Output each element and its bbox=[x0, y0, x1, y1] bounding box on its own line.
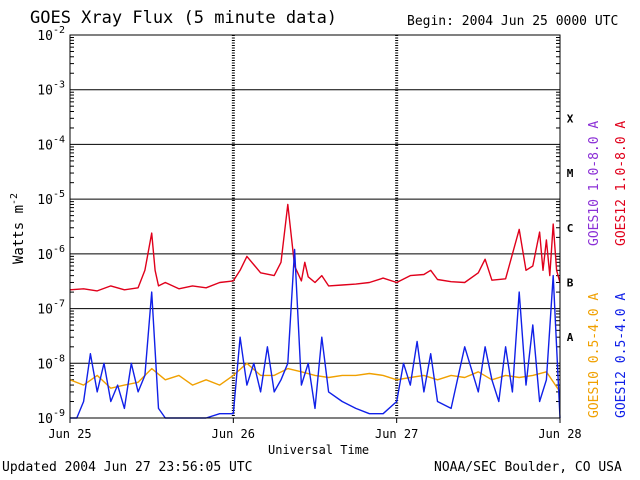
x-tick-label-2: Jun 27 bbox=[375, 427, 418, 441]
y-axis-label: Watts m-2 bbox=[9, 193, 27, 264]
updated-time: Updated 2004 Jun 27 23:56:05 UTC bbox=[2, 460, 253, 475]
y-tick-base: 10 bbox=[37, 138, 53, 153]
y-tick-label-5: 10-7 bbox=[37, 299, 65, 318]
series-line-2 bbox=[69, 362, 561, 393]
y-tick-base: 10 bbox=[37, 412, 53, 427]
y-axis-label-container: Watts m-2 bbox=[6, 180, 30, 270]
axis-ticks bbox=[69, 37, 561, 423]
y-tick-base: 10 bbox=[37, 29, 53, 44]
flare-class-b: B bbox=[567, 276, 574, 289]
y-tick-exponent: -6 bbox=[53, 244, 65, 255]
y-tick-label-3: 10-5 bbox=[37, 189, 65, 208]
y-tick-exponent: -7 bbox=[53, 299, 65, 310]
legend-entry-0: GOES10 1.0-8.0 A bbox=[587, 121, 602, 246]
y-axis-label-sup: -2 bbox=[9, 193, 20, 205]
series-line-1 bbox=[69, 203, 561, 292]
y-tick-base: 10 bbox=[37, 357, 53, 372]
flare-class-m: M bbox=[567, 167, 574, 180]
y-tick-exponent: -4 bbox=[53, 134, 65, 145]
begin-time: Begin: 2004 Jun 25 0000 UTC bbox=[407, 14, 619, 29]
legend: GOES10 1.0-8.0 A GOES12 1.0-8.0 A GOES10 0… bbox=[587, 121, 629, 418]
y-tick-exponent: -5 bbox=[53, 189, 65, 200]
y-tick-label-1: 10-3 bbox=[37, 80, 65, 99]
y-tick-label-2: 10-4 bbox=[37, 134, 65, 153]
flare-class-c: C bbox=[567, 222, 574, 235]
credit-line: NOAA/SEC Boulder, CO USA bbox=[434, 460, 622, 475]
y-axis-label-svg: Watts m-2 bbox=[9, 193, 27, 264]
flare-class-x: X bbox=[567, 112, 574, 125]
chart-title: GOES Xray Flux (5 minute data) bbox=[30, 8, 338, 28]
y-tick-base: 10 bbox=[37, 84, 53, 99]
y-tick-label-4: 10-6 bbox=[37, 244, 65, 263]
x-axis-label: Universal Time bbox=[268, 443, 370, 457]
x-tick-label-0: Jun 25 bbox=[48, 427, 91, 441]
y-tick-exponent: -8 bbox=[53, 353, 65, 364]
y-tick-exponent: -3 bbox=[53, 80, 65, 91]
legend-entry-1: GOES12 1.0-8.0 A bbox=[614, 121, 629, 246]
y-tick-exponent: -2 bbox=[53, 25, 65, 36]
plot-frame bbox=[69, 34, 561, 419]
series-lines bbox=[69, 203, 561, 419]
y-tick-label-7: 10-9 bbox=[37, 408, 65, 427]
series-line-3 bbox=[70, 248, 561, 419]
legend-entry-3: GOES12 0.5-4.0 A bbox=[614, 293, 629, 418]
y-tick-label-0: 10-2 bbox=[37, 25, 65, 44]
flare-class-a: A bbox=[567, 331, 574, 344]
y-axis-label-main: Watts m bbox=[11, 205, 27, 264]
y-tick-label-6: 10-8 bbox=[37, 353, 65, 372]
y-tick-base: 10 bbox=[37, 303, 53, 318]
y-tick-base: 10 bbox=[37, 248, 53, 263]
y-tick-exponent: -9 bbox=[53, 408, 65, 419]
x-tick-label-3: Jun 28 bbox=[538, 427, 581, 441]
x-tick-label-1: Jun 26 bbox=[212, 427, 255, 441]
legend-entry-2: GOES10 0.5-4.0 A bbox=[587, 293, 602, 418]
y-tick-base: 10 bbox=[37, 193, 53, 208]
chart-grid bbox=[70, 34, 560, 419]
